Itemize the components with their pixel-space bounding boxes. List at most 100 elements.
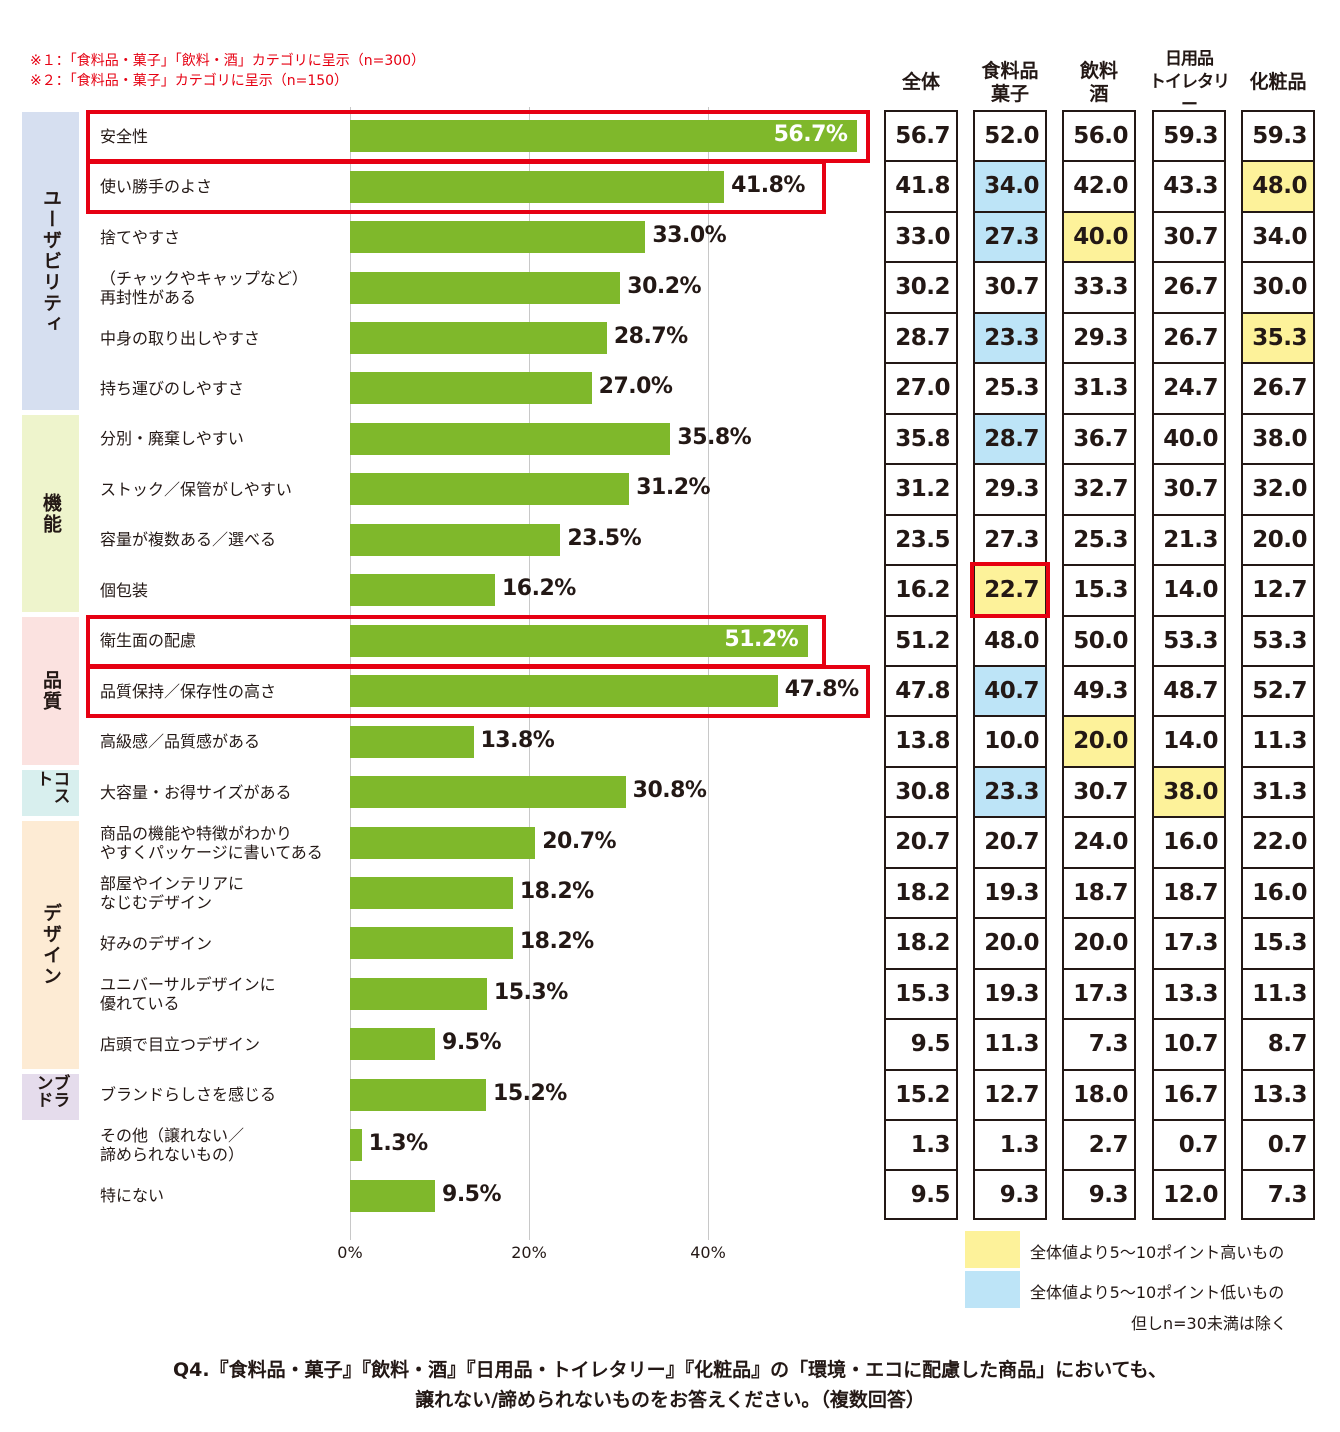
- row-divider: [1062, 261, 1136, 264]
- row-divider: [1062, 967, 1136, 970]
- table-cell: 13.3: [1252, 1081, 1307, 1108]
- table-cell: 9.3: [1088, 1182, 1129, 1209]
- bar: [350, 624, 809, 657]
- row-divider: [1062, 664, 1136, 667]
- group-label-usability: ユーザビリティ: [40, 187, 62, 335]
- question-line-1: Q4.『食料品・菓子』『飲料・酒』『日用品・トイレタリー』『化粧品』の「環境・エ…: [172, 1359, 1167, 1381]
- bar-value-label: 56.7%: [773, 122, 848, 148]
- row-divider: [1152, 917, 1226, 920]
- row-divider: [1241, 1119, 1315, 1121]
- row-label: 捨てやすさ: [100, 227, 181, 247]
- group-band-usability: [22, 112, 79, 410]
- table-cell: 59.3: [1163, 123, 1218, 149]
- row-divider: [1062, 715, 1136, 718]
- table-cell: 28.7: [973, 413, 1047, 464]
- bar-value-label: 9.5%: [442, 1181, 502, 1207]
- bar: [350, 322, 607, 355]
- row-divider: [1152, 564, 1226, 567]
- bar-value-label: 27.0%: [598, 374, 673, 400]
- column-border-daily: [1152, 110, 1226, 1220]
- row-divider: [1152, 765, 1226, 768]
- legend-lower-label: 全体値より5～10ポイント低いもの: [1030, 1283, 1285, 1302]
- row-divider: [884, 866, 958, 869]
- row-divider: [1241, 1068, 1315, 1071]
- bar: [350, 1078, 487, 1111]
- row-divider: [1241, 765, 1315, 768]
- note-1: ※１：「食料品・菓子」「飲料・酒」カテゴリに呈示（n=300）: [30, 53, 426, 69]
- table-cell: 28.7: [895, 324, 950, 351]
- table-cell: 12.0: [1163, 1182, 1218, 1209]
- row-divider: [1062, 210, 1136, 213]
- table-cell: 30.7: [1163, 223, 1218, 250]
- row-divider: [973, 261, 1047, 264]
- row-divider: [1152, 513, 1226, 516]
- row-divider: [1241, 917, 1315, 920]
- bar-value-label: 47.8%: [784, 677, 859, 703]
- table-cell: 26.7: [1252, 375, 1307, 402]
- group-label-brand: ブランド: [32, 1074, 70, 1108]
- row-divider: [1152, 715, 1226, 718]
- row-divider: [1152, 664, 1226, 667]
- bar-value-label: 15.2%: [493, 1080, 567, 1106]
- row-divider: [1241, 210, 1315, 213]
- table-cell: 38.0: [1252, 425, 1307, 452]
- table-cell: 32.7: [1073, 476, 1128, 503]
- row-divider: [884, 412, 958, 415]
- bar: [350, 675, 778, 708]
- table-cell: 56.0: [1073, 123, 1128, 149]
- row-divider: [973, 967, 1047, 970]
- group-label-cost: コスト: [32, 770, 70, 804]
- row-divider: [1152, 463, 1226, 466]
- table-cell: 49.3: [1073, 677, 1128, 704]
- row-divider: [884, 816, 958, 819]
- table-cell: 20.7: [984, 829, 1039, 856]
- table-cell: 18.0: [1073, 1081, 1128, 1108]
- table-cell: 12.7: [1252, 577, 1307, 604]
- group-label-function: 機能: [40, 492, 62, 535]
- row-divider: [884, 564, 958, 567]
- table-cell: 14.0: [1163, 577, 1218, 604]
- legend-higher-label: 全体値より5～10ポイント高いもの: [1030, 1243, 1285, 1262]
- row-divider: [1062, 362, 1136, 365]
- row-divider: [1152, 1068, 1226, 1071]
- table-cell: 24.7: [1163, 375, 1218, 402]
- bar-value-label: 23.5%: [567, 525, 642, 551]
- row-divider: [1241, 664, 1315, 667]
- bar-value-label: 20.7%: [542, 828, 617, 854]
- table-cell: 48.0: [984, 627, 1039, 654]
- table-cell: 10.7: [1163, 1031, 1218, 1058]
- row-divider: [884, 664, 958, 667]
- row-divider: [1241, 362, 1315, 365]
- gridline-20: [529, 107, 530, 1240]
- table-cell: 38.0: [1152, 766, 1226, 817]
- table-cell: 40.7: [973, 665, 1047, 716]
- row-divider: [884, 1068, 958, 1071]
- table-cell: 32.0: [1252, 476, 1307, 503]
- group-band-cost: [22, 770, 79, 816]
- bar: [350, 977, 487, 1010]
- x-tick-0: 0%: [337, 1243, 363, 1262]
- table-cell: 53.3: [1163, 627, 1218, 654]
- column-border-cosmetics: [1241, 110, 1315, 1220]
- column-border-drink: [1062, 110, 1136, 1220]
- row-divider: [973, 765, 1047, 768]
- table-cell: 16.2: [895, 577, 950, 604]
- table-cell: 50.0: [1073, 627, 1128, 654]
- row-divider: [1241, 564, 1315, 567]
- row-label: 衛生面の配慮: [100, 631, 197, 651]
- row-label: 個包装: [100, 580, 149, 600]
- row-divider: [1241, 261, 1315, 264]
- column-header-daily: 日用品 トイレタリー: [1149, 49, 1230, 115]
- row-divider: [1152, 816, 1226, 819]
- table-cell: 30.2: [895, 274, 950, 301]
- note-2: ※２：「食料品・菓子」カテゴリに呈示（n=150）: [30, 73, 349, 89]
- table-cell: 21.3: [1163, 526, 1218, 553]
- table-cell: 7.3: [1267, 1182, 1308, 1209]
- legend-lower-swatch: [965, 1271, 1020, 1308]
- group-label-quality: 品質: [40, 670, 62, 712]
- table-cell: 40.0: [1062, 211, 1136, 262]
- table-cell: 17.3: [1163, 930, 1218, 957]
- row-divider: [884, 917, 958, 920]
- row-divider: [884, 160, 958, 163]
- table-cell: 8.7: [1267, 1031, 1308, 1058]
